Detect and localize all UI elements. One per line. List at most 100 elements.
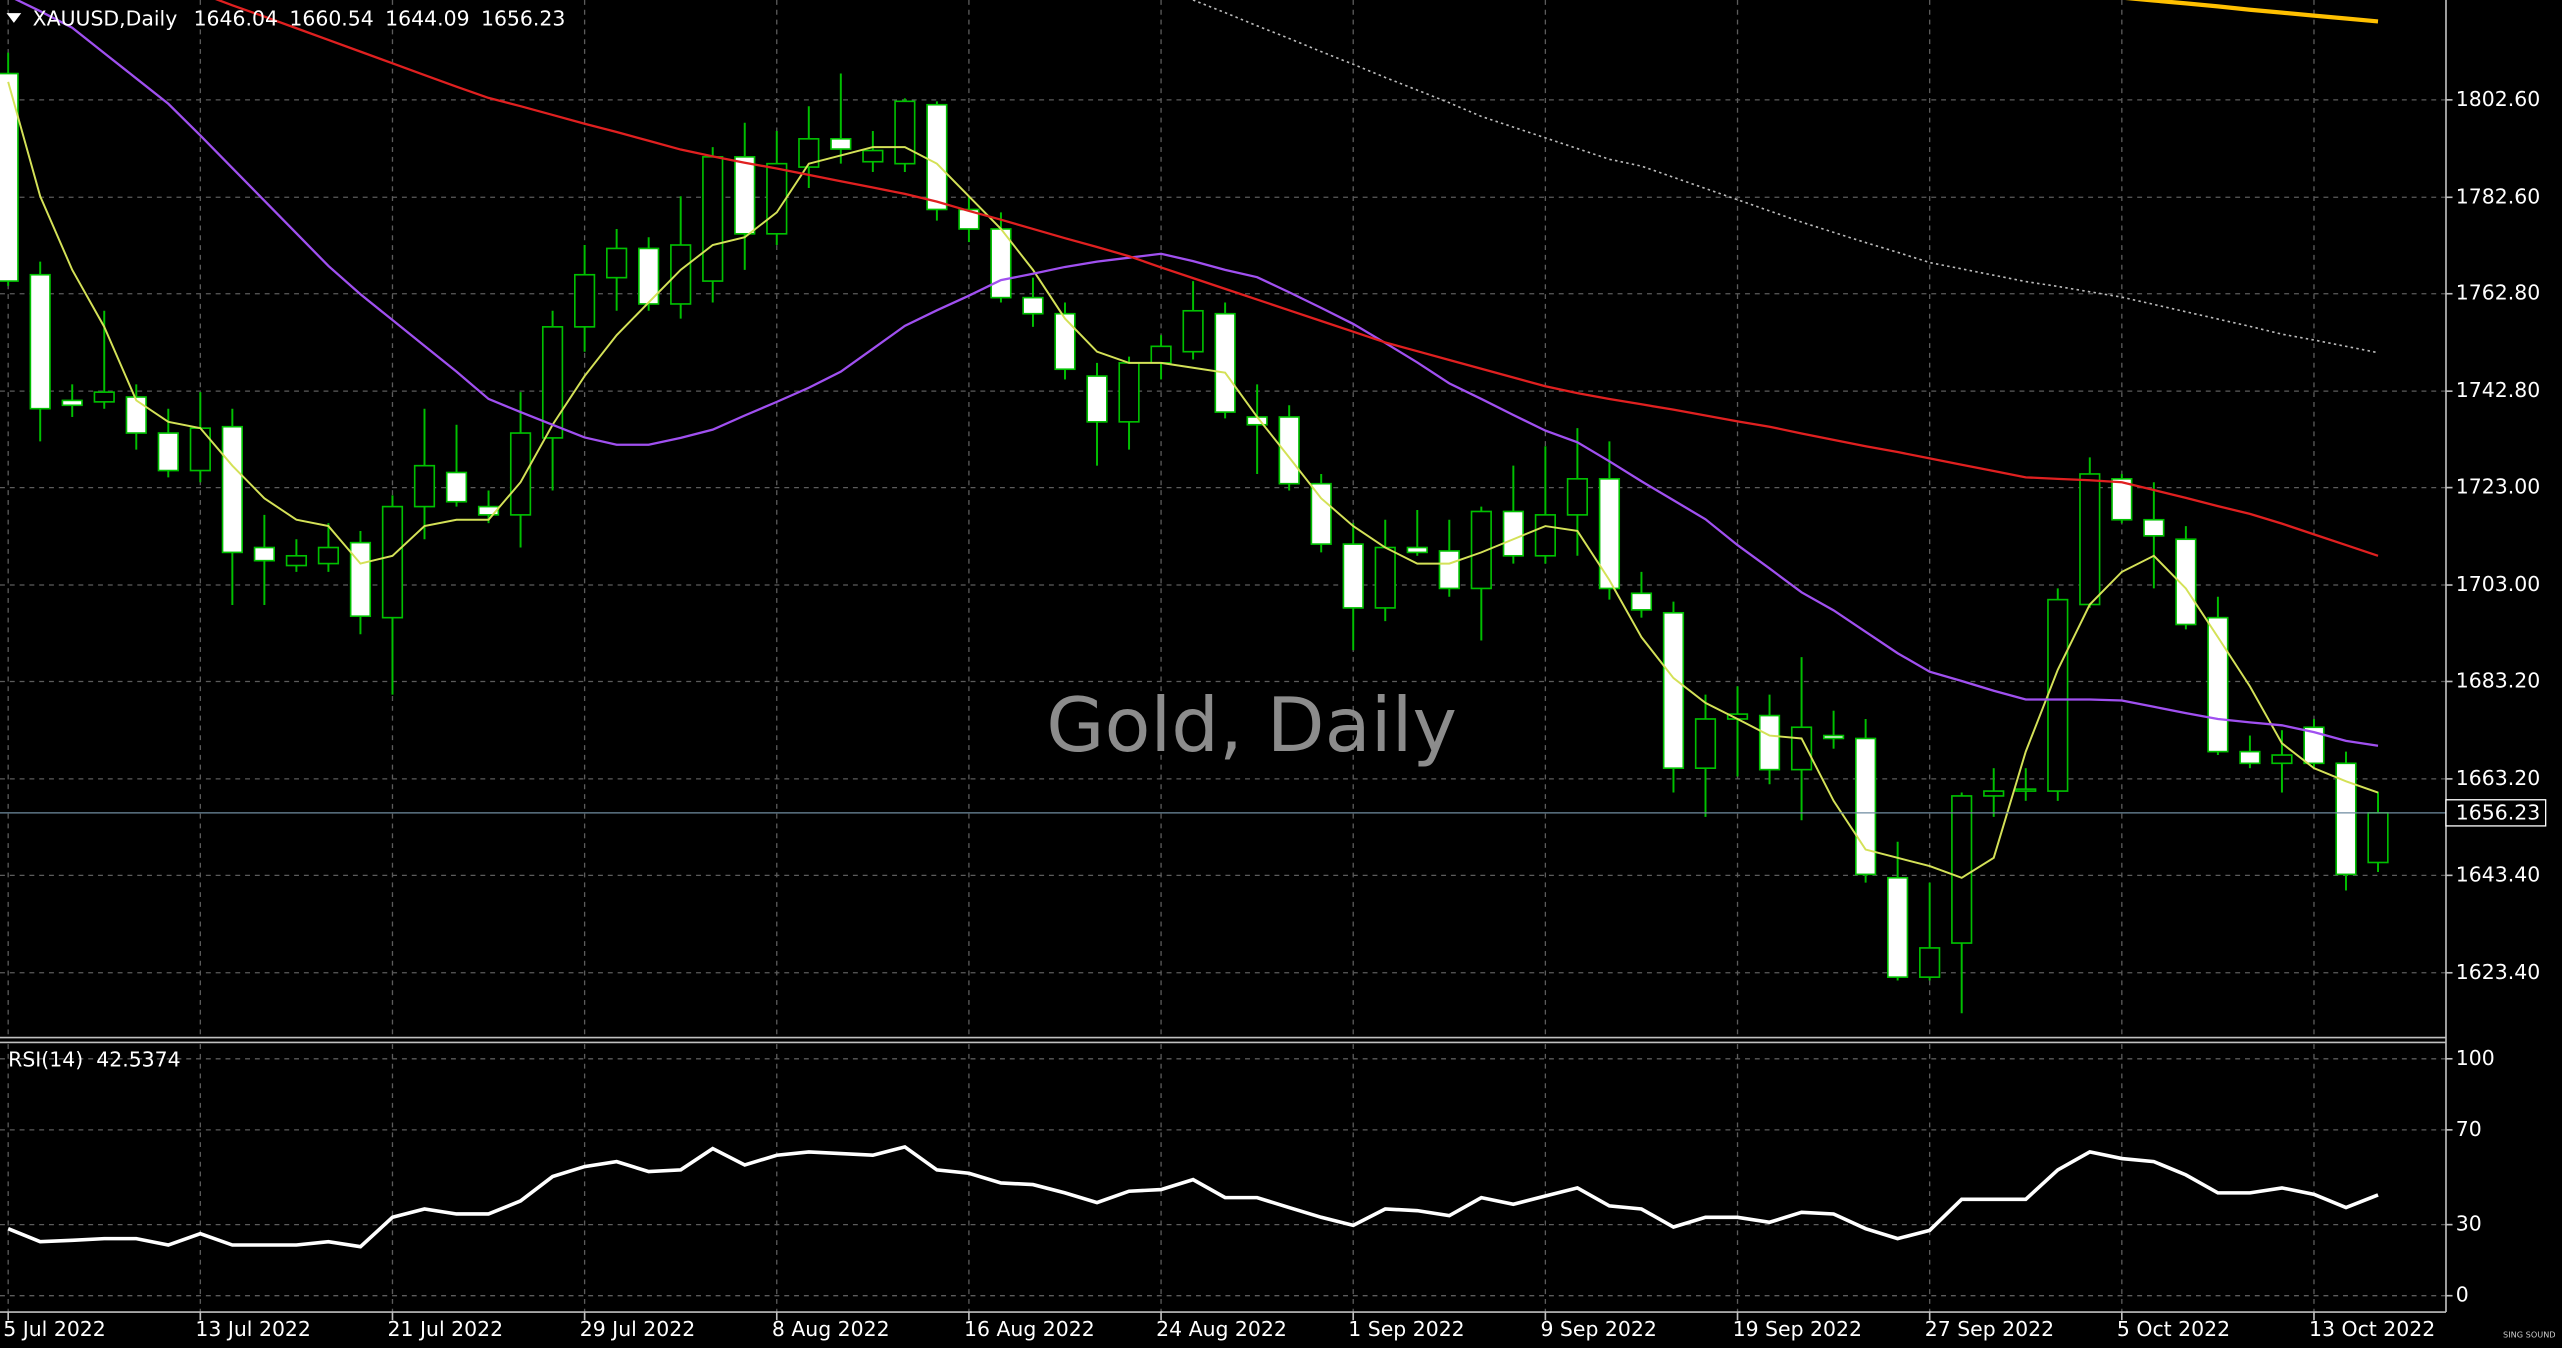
x-tick-label: 1 Sep 2022 [1348,1317,1464,1341]
x-tick-label: 27 Sep 2022 [1925,1317,2054,1341]
x-tick-label: 24 Aug 2022 [1156,1317,1287,1341]
y-tick-label: 1802.60 [2456,87,2540,111]
logo: SING SOUND [2503,1329,2556,1339]
candle-body [2015,788,2037,792]
watermark: Gold, Daily [1046,681,1457,769]
candle-body [1054,312,1076,371]
candle-body [1502,510,1524,557]
candle-body [2367,812,2389,864]
ohlc-open: 1646.04 [194,7,278,31]
candle-body [1406,546,1428,554]
candle-body [766,162,788,235]
indicator-line [7,1144,2379,1249]
x-tick-label: 13 Oct 2022 [2309,1317,2435,1341]
candle-body [1438,550,1460,590]
candle-body [61,399,83,407]
candle-body [445,471,468,503]
candle-body [894,100,916,165]
candle-body [221,425,243,554]
candle-body [830,138,852,150]
candle-body [1951,795,1973,944]
indicator-line [215,0,2379,557]
candle-body [606,247,628,279]
x-tick-label: 9 Sep 2022 [1540,1317,1656,1341]
candle-body [862,149,884,163]
candle-body [1790,726,1813,771]
ohlc-high: 1660.54 [289,7,373,31]
candle-body [1534,514,1556,557]
candle-body [29,273,51,410]
candle-body [1342,543,1364,609]
ohlc-low: 1644.09 [385,7,469,31]
candle-body [798,138,820,168]
y-tick-label: 30 [2456,1212,2482,1236]
candle-body [1374,546,1396,609]
candle-body [1983,790,2005,797]
candle-body [1022,296,1044,315]
rsi-value: 42.5374 [96,1047,180,1071]
grid-layer [0,0,2446,1313]
y-tick-label: 0 [2456,1283,2469,1307]
chart-title: XAUUSD,Daily [33,7,178,31]
candle-body [477,505,500,516]
y-tick-label: 1723.00 [2456,475,2540,499]
candle-body [958,208,980,230]
price-plot [0,0,2446,1014]
candle-body [2335,762,2357,876]
last-price-box [2445,799,2547,827]
x-tick-label: 19 Sep 2022 [1733,1317,1862,1341]
candle-body [1758,714,1781,771]
x-tick-label: 21 Jul 2022 [388,1317,503,1341]
candle-body [926,103,948,211]
candle-body [1086,375,1108,423]
x-tick-label: 29 Jul 2022 [580,1317,695,1341]
candle-body [1854,737,1877,876]
x-tick-label: 8 Aug 2022 [772,1317,890,1341]
candle-body [1278,416,1300,485]
candle-body [1630,592,1653,611]
candle-body [2239,750,2261,765]
candle-body [189,427,211,472]
ohlc-close: 1656.23 [481,7,565,31]
candle-body [1310,482,1332,545]
candle-body [638,247,660,305]
indicator-line [7,81,2379,879]
candle-body [2047,598,2069,792]
candle-body [1822,734,1845,740]
candle-body [125,396,147,434]
rsi-header: RSI(14) 42.5374 [8,1047,180,1071]
candle-body [0,72,19,282]
y-tick-label: 1742.80 [2456,378,2540,402]
x-tick-label: 16 Aug 2022 [964,1317,1095,1341]
candle-body [1182,309,1204,353]
candle-body [541,326,564,439]
y-tick-label: 1663.20 [2456,766,2540,790]
candle-body [1566,478,1589,516]
y-tick-label: 70 [2456,1117,2482,1141]
indicator-line [1190,0,2379,354]
x-tick-label: 5 Jul 2022 [3,1317,106,1341]
candle-body [381,505,404,619]
rsi-plot [7,1144,2379,1249]
candle-body [253,546,275,562]
candle-body [1919,947,1941,978]
candle-body [317,546,340,565]
y-tick-label: 100 [2456,1046,2495,1070]
candle-body [157,432,179,472]
rsi-label: RSI(14) [8,1047,83,1071]
candle-body [1694,718,1717,769]
candle-body [93,391,115,403]
candle-body [702,156,724,282]
candle-body [573,273,596,328]
candle-body [1887,876,1909,978]
x-tick-label: 13 Jul 2022 [195,1317,310,1341]
chart-header: XAUUSD,Daily 1646.04 1660.54 1644.09 165… [33,7,566,31]
candle-body [2111,478,2133,521]
candle-body [1118,362,1140,423]
candle-body [2303,726,2325,765]
y-tick-label: 1782.60 [2456,184,2540,208]
menu-arrow [6,13,22,23]
candle-body [413,464,436,508]
indicator-line [2125,0,2379,24]
candle-body [734,156,756,235]
